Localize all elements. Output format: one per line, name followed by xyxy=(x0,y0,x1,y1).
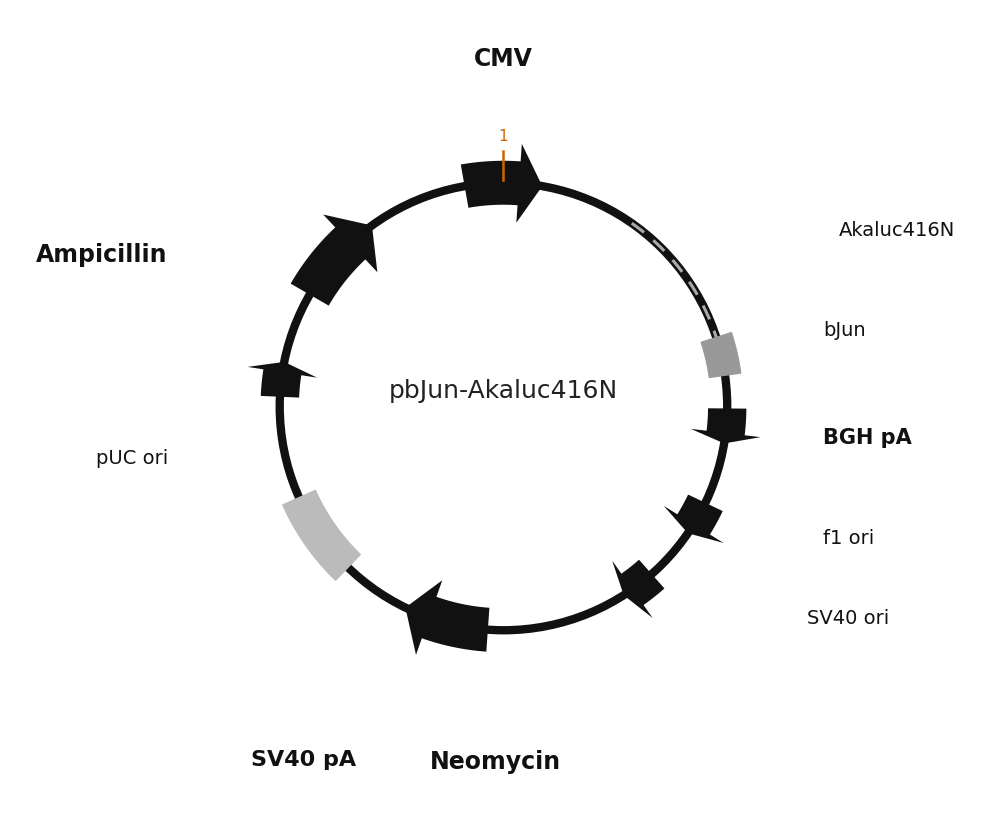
Text: f1 ori: f1 ori xyxy=(823,528,874,548)
Text: Ampicillin: Ampicillin xyxy=(36,242,168,267)
Text: SV40 ori: SV40 ori xyxy=(807,609,889,628)
Polygon shape xyxy=(612,559,664,618)
Text: pbJun-Akaluc416N: pbJun-Akaluc416N xyxy=(389,379,618,402)
Polygon shape xyxy=(691,408,761,443)
Polygon shape xyxy=(701,333,741,377)
Polygon shape xyxy=(291,215,377,306)
Text: CMV: CMV xyxy=(474,47,533,71)
Polygon shape xyxy=(248,362,317,398)
Text: bJun: bJun xyxy=(823,321,866,340)
Polygon shape xyxy=(405,580,489,654)
Text: BGH pA: BGH pA xyxy=(823,428,912,449)
Polygon shape xyxy=(283,490,361,580)
Polygon shape xyxy=(664,494,724,543)
Text: Neomycin: Neomycin xyxy=(430,750,561,774)
Text: SV40 pA: SV40 pA xyxy=(251,750,356,770)
Text: 1: 1 xyxy=(499,129,508,145)
Text: Akaluc416N: Akaluc416N xyxy=(839,221,955,240)
Text: pUC ori: pUC ori xyxy=(96,449,168,468)
Polygon shape xyxy=(461,144,542,223)
